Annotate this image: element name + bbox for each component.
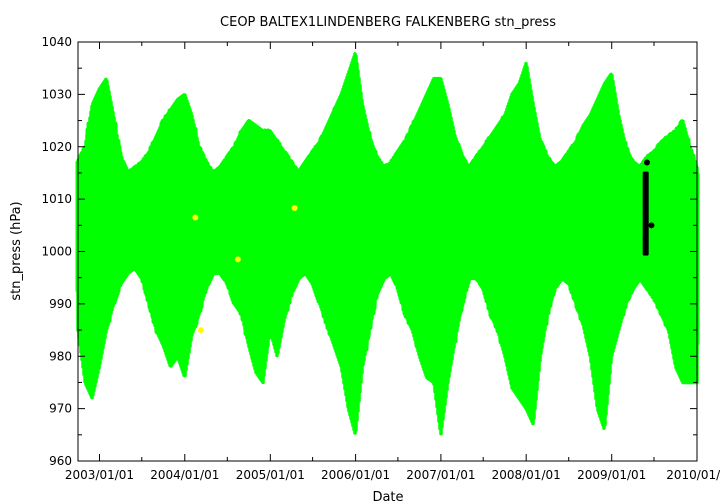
axis-layer: 960 970 980 990 1000 1010 1020 1030 1040 2003/01/… <box>41 35 720 482</box>
y-tick-label: 960 <box>49 454 72 468</box>
data-layer <box>75 52 700 436</box>
y-tick-label: 1010 <box>41 192 72 206</box>
yellow-point <box>234 256 241 263</box>
y-tick-label: 980 <box>49 349 72 363</box>
y-tick-label: 1030 <box>41 87 72 101</box>
x-tick-label: 2009/01/01 <box>577 468 646 482</box>
y-tick-label: 990 <box>49 297 72 311</box>
x-tick-label: 2003/01/01 <box>65 468 134 482</box>
y-tick-label: 1020 <box>41 140 72 154</box>
yellow-point <box>192 214 199 221</box>
y-tick-label: 1000 <box>41 245 72 259</box>
chart-title: CEOP BALTEX1LINDENBERG FALKENBERG stn_pr… <box>220 15 556 30</box>
x-tick-label: 2008/01/01 <box>492 468 561 482</box>
y-tick-label: 1040 <box>41 35 72 49</box>
x-tick-label: 2007/01/01 <box>406 468 475 482</box>
x-tick-label: 2010/01/0 <box>666 468 720 482</box>
y-axis-label: stn_press (hPa) <box>9 201 24 300</box>
y-tick-label: 970 <box>49 402 72 416</box>
yellow-point <box>197 327 204 334</box>
x-tick-label: 2004/01/01 <box>150 468 219 482</box>
x-tick-label: 2005/01/01 <box>236 468 305 482</box>
x-tick-label: 2006/01/01 <box>321 468 390 482</box>
black-point <box>643 159 650 166</box>
black-point <box>648 222 655 229</box>
x-axis-label: Date <box>372 490 403 504</box>
yellow-point <box>291 205 298 212</box>
